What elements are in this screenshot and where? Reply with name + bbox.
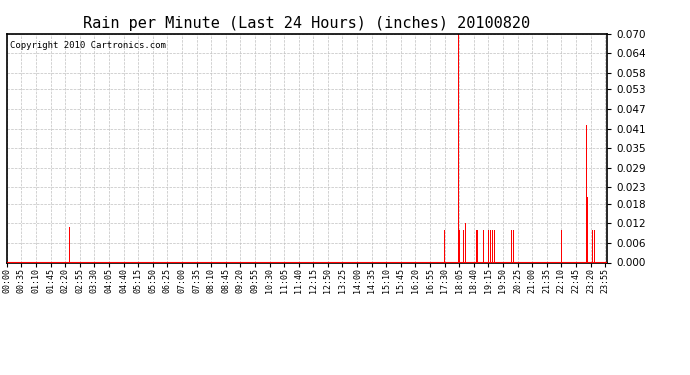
Text: Copyright 2010 Cartronics.com: Copyright 2010 Cartronics.com [10,40,166,50]
Title: Rain per Minute (Last 24 Hours) (inches) 20100820: Rain per Minute (Last 24 Hours) (inches)… [83,16,531,31]
